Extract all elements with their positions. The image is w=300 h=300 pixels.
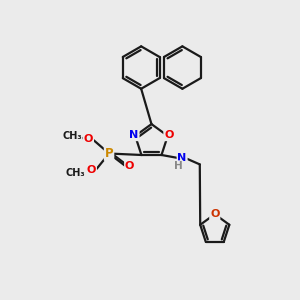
Text: CH₃: CH₃ xyxy=(66,168,85,178)
Text: N: N xyxy=(129,130,139,140)
Text: H: H xyxy=(174,161,183,171)
Text: O: O xyxy=(210,209,220,219)
Text: O: O xyxy=(164,130,174,140)
Text: O: O xyxy=(87,165,96,175)
Text: P: P xyxy=(105,147,113,160)
Text: CH₃: CH₃ xyxy=(62,131,82,141)
Text: N: N xyxy=(178,153,187,163)
Text: O: O xyxy=(84,134,93,144)
Text: O: O xyxy=(125,161,134,171)
